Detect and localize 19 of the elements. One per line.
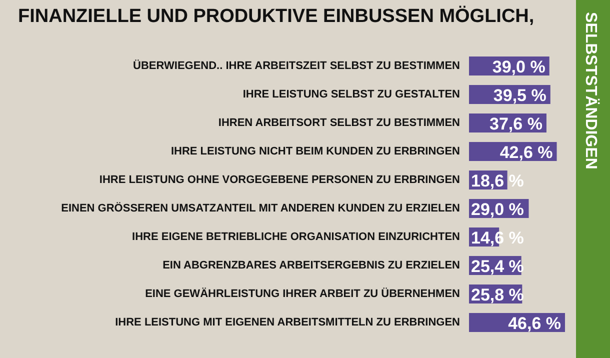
- data-label: 29,0 %: [471, 200, 524, 219]
- y-tick-label: IHRE LEISTUNG MIT EIGENEN ARBEITSMITTELN ZU ERBRINGEN: [115, 316, 460, 328]
- data-label: 18,6 %: [471, 172, 524, 190]
- y-tick-label: IHREN ARBEITSORT SELBST ZU BESTIMMEN: [218, 117, 460, 129]
- y-tick-label: EINE GEWÄHRLEISTUNG IHRER ARBEIT ZU ÜBERNEHMEN: [145, 287, 460, 300]
- y-tick-label: ÜBERWIEGEND.. IHRE ARBEITSZEIT SELBST ZU BESTIMMEN: [133, 59, 460, 72]
- data-label: 39,0 %: [492, 58, 546, 76]
- data-label: 46,6 %: [508, 314, 561, 333]
- data-label: 42,6 %: [500, 143, 553, 162]
- y-tick-label: EINEN GRÖSSEREN UMSATZANTEIL MIT ANDEREN KUNDEN ZU ERZIELEN: [61, 202, 460, 214]
- data-label: 39,5 %: [493, 86, 546, 105]
- y-tick-label: IHRE EIGENE BETRIEBLICHE ORGANISATION EINZURICHTEN: [132, 231, 460, 243]
- y-tick-label: EIN ABGRENZBARES ARBEITSERGEBNIS ZU ERZIELEN: [162, 260, 460, 272]
- data-label: 37,6 %: [490, 114, 542, 134]
- text: SELBSTSTÄNDIGEN: [582, 12, 600, 170]
- y-tick-label: IHRE LEISTUNG SELBST ZU GESTALTEN: [242, 88, 460, 100]
- text: FINANZIELLE UND PRODUKTIVE EINBUSSEN MÖGLICH,: [18, 5, 534, 27]
- y-tick-label: IHRE LEISTUNG NICHT BEIM KUNDEN ZU ERBRINGEN: [170, 146, 460, 158]
- y-tick-label: IHRE LEISTUNG OHNE VORGEGEBENE PERSONEN ZU ERBRINGEN: [99, 174, 460, 186]
